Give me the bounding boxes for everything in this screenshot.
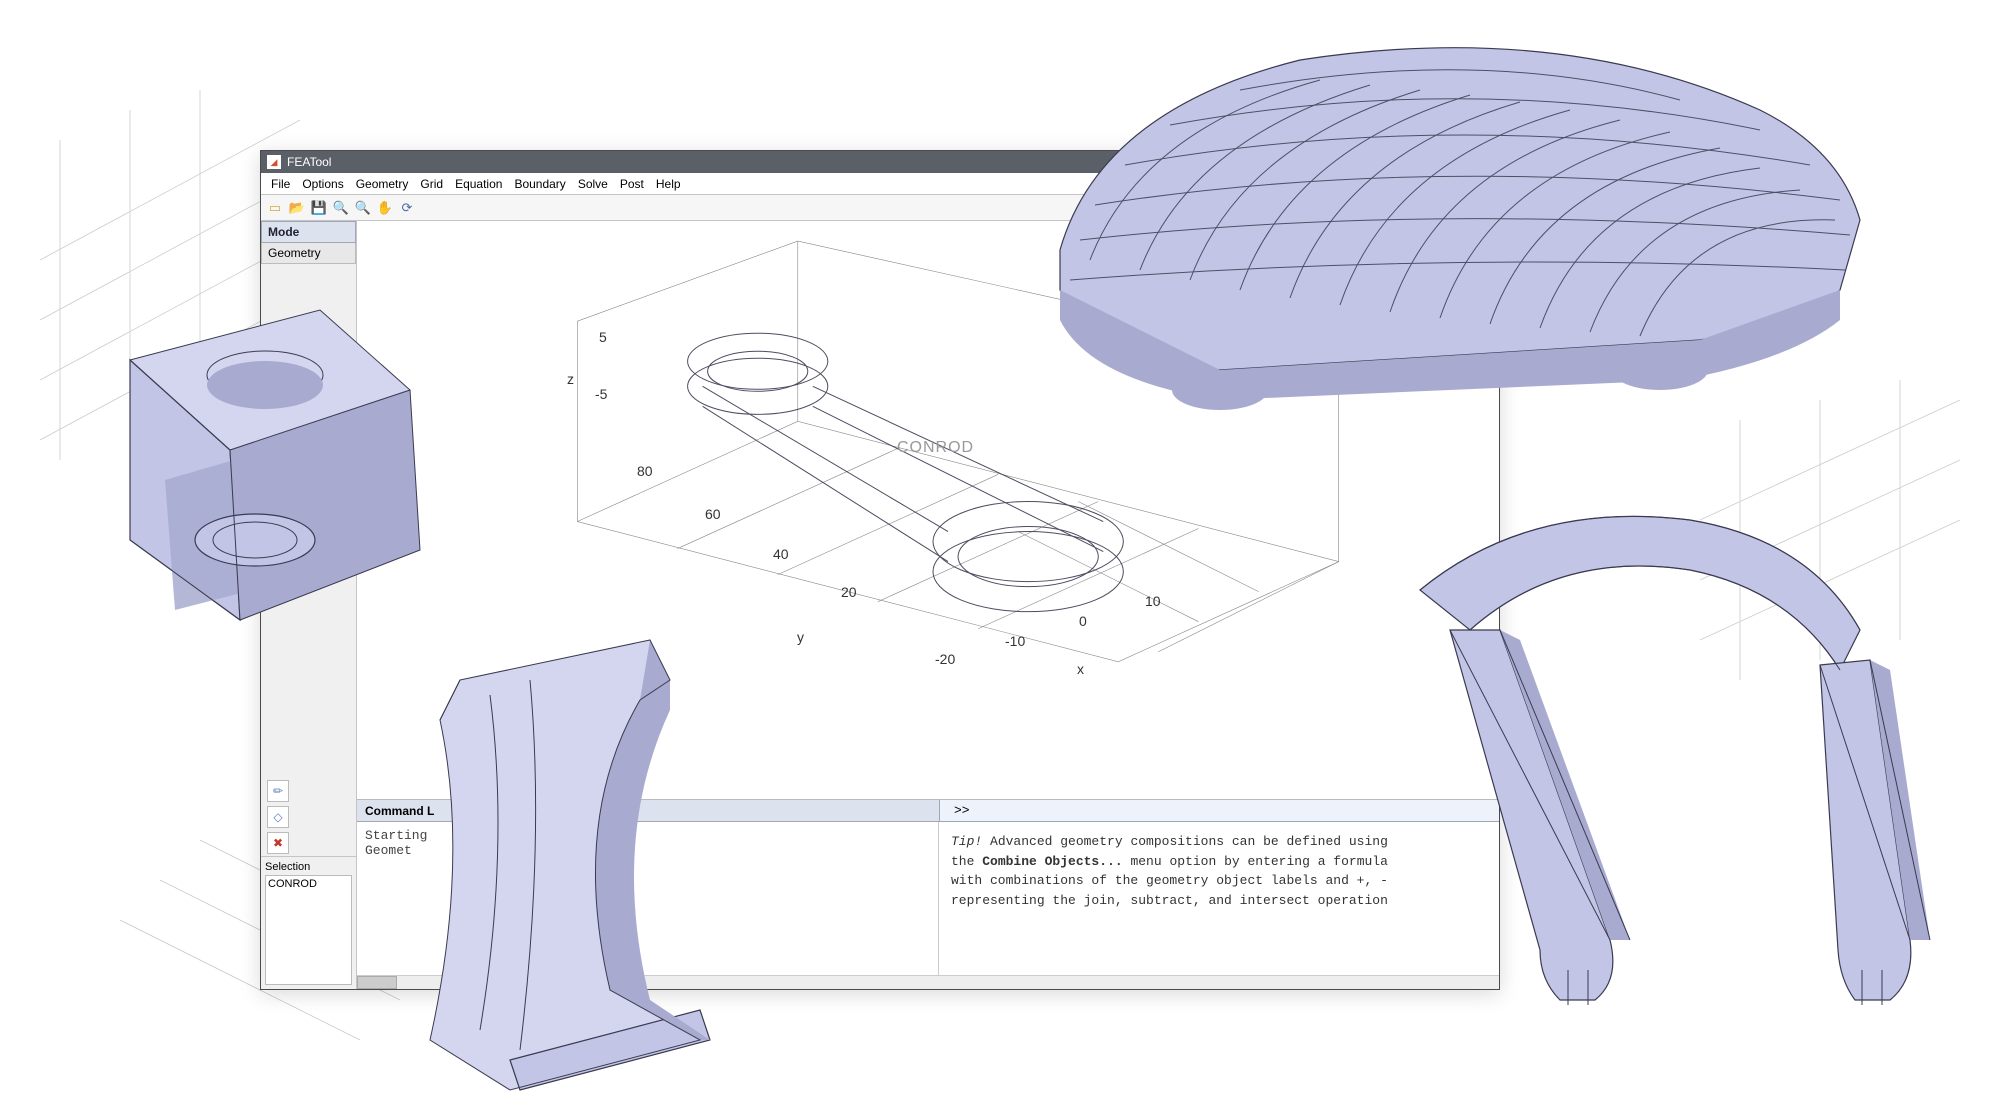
menubar: File Options Geometry Grid Equation Boun… [261,173,1499,195]
app-title: FEATool [287,155,331,169]
z-tick-0: 5 [599,329,607,345]
open-icon[interactable]: 📂 [287,198,307,218]
command-prompt[interactable]: >> [939,800,1499,821]
tip-text: the [951,854,982,869]
selection-item[interactable]: CONROD [268,878,349,890]
zoom-in-icon[interactable]: 🔍 [331,198,351,218]
y-tick-2: 40 [773,546,789,562]
selection-label: Selection [265,861,352,873]
rotate-icon[interactable]: ⟳ [397,198,417,218]
object-label: CONROD [897,439,974,457]
tip-bold: Combine Objects... [982,854,1122,869]
z-tick-1: -5 [595,386,607,402]
command-log[interactable]: Starting Geomet [357,822,939,975]
canvas-3d[interactable]: z 5 -5 80 60 40 20 y -20 -10 0 10 x CONR… [357,221,1499,799]
y-tick-1: 60 [705,506,721,522]
command-panel: Command L >> Starting Geomet Tip! Advanc… [357,799,1499,989]
y-tick-0: 80 [637,463,653,479]
tip-panel: Tip! Advanced geometry compositions can … [939,822,1499,975]
selection-list[interactable]: CONROD [265,875,352,985]
titlebar[interactable]: ◢ FEATool [261,151,1499,173]
mode-header: Mode [261,221,356,243]
tip-prefix: Tip! [951,834,982,849]
tip-text: with combinations of the geometry object… [951,873,1388,888]
menu-equation[interactable]: Equation [449,177,508,191]
menu-post[interactable]: Post [614,177,650,191]
app-icon: ◢ [267,155,281,169]
mode-tab-geometry[interactable]: Geometry [261,243,356,264]
x-tick-1: -10 [1005,633,1025,649]
command-header: Command L >> [357,800,1499,822]
featool-window: ◢ FEATool File Options Geometry Grid Equ… [260,150,1500,990]
save-icon[interactable]: 💾 [309,198,329,218]
tool-a-icon[interactable]: ✏ [267,780,289,802]
main-area: Mode Geometry ✏ ◇ ✖ Selection CONROD [261,221,1499,989]
tip-text: representing the join, subtract, and int… [951,893,1388,908]
zoom-out-icon[interactable]: 🔍 [353,198,373,218]
scrollbar-x[interactable] [357,975,1499,989]
selection-area: Selection CONROD [261,856,356,989]
menu-solve[interactable]: Solve [572,177,614,191]
tool-b-icon[interactable]: ◇ [267,806,289,828]
x-tick-3: 10 [1145,593,1161,609]
menu-options[interactable]: Options [296,177,349,191]
menu-geometry[interactable]: Geometry [350,177,415,191]
left-panel: Mode Geometry ✏ ◇ ✖ Selection CONROD [261,221,357,989]
tip-text: menu option by entering a formula [1123,854,1388,869]
x-tick-2: 0 [1079,613,1087,629]
y-tick-3: 20 [841,584,857,600]
command-title: Command L [357,801,442,821]
tip-text: Advanced geometry compositions can be de… [982,834,1388,849]
y-axis-label: y [797,629,804,645]
toolbar: ▭ 📂 💾 🔍 🔍 ✋ ⟳ [261,195,1499,221]
log-line: Geomet [365,843,930,858]
z-axis-label: z [567,371,574,387]
log-line: Starting [365,828,930,843]
menu-help[interactable]: Help [650,177,687,191]
new-icon[interactable]: ▭ [265,198,285,218]
menu-file[interactable]: File [265,177,296,191]
menu-grid[interactable]: Grid [414,177,449,191]
x-tick-0: -20 [935,651,955,667]
right-pane: z 5 -5 80 60 40 20 y -20 -10 0 10 x CONR… [357,221,1499,989]
x-axis-label: x [1077,661,1084,677]
menu-boundary[interactable]: Boundary [508,177,571,191]
pan-icon[interactable]: ✋ [375,198,395,218]
tool-delete-icon[interactable]: ✖ [267,832,289,854]
